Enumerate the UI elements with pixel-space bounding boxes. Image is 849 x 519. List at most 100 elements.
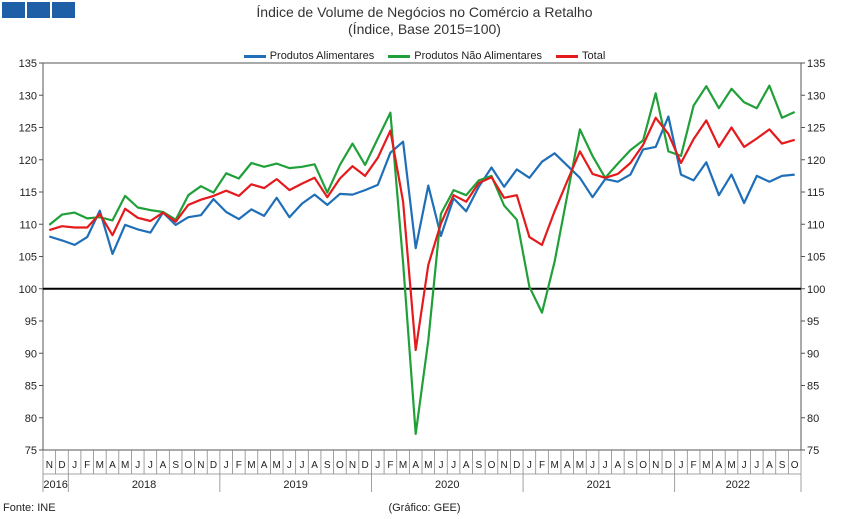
- x-month-label: A: [261, 460, 268, 471]
- x-month-label: F: [236, 460, 242, 471]
- y-tick-label-left: 125: [19, 123, 37, 135]
- x-year-label: 2016: [43, 479, 67, 491]
- x-month-label: J: [438, 460, 443, 471]
- x-month-label: M: [121, 460, 129, 471]
- y-tick-label-left: 120: [19, 155, 37, 167]
- x-month-label: M: [96, 460, 104, 471]
- x-month-label: D: [210, 460, 217, 471]
- x-month-label: O: [791, 460, 799, 471]
- x-month-label: J: [678, 460, 683, 471]
- x-month-label: A: [311, 460, 318, 471]
- x-month-label: J: [135, 460, 140, 471]
- legend-label: Total: [582, 50, 606, 62]
- y-tick-label-right: 100: [807, 284, 825, 296]
- x-month-label: S: [324, 460, 331, 471]
- x-month-label: N: [652, 460, 659, 471]
- x-month-label: M: [550, 460, 558, 471]
- legend-label: Produtos Não Alimentares: [414, 50, 543, 62]
- y-tick-label-left: 135: [19, 58, 37, 70]
- y-tick-label-left: 85: [25, 381, 37, 393]
- y-tick-label-right: 120: [807, 155, 825, 167]
- y-tick-label-right: 90: [807, 348, 819, 360]
- y-tick-label-left: 115: [19, 187, 37, 199]
- x-month-label: S: [627, 460, 634, 471]
- x-month-label: D: [665, 460, 672, 471]
- legend-item: Produtos Não Alimentares: [388, 50, 542, 62]
- x-month-label: F: [84, 460, 90, 471]
- series-line-0: [48, 115, 795, 255]
- x-month-label: A: [716, 460, 723, 471]
- logo-block-icon: [27, 2, 50, 18]
- x-month-label: M: [424, 460, 432, 471]
- y-tick-label-left: 100: [19, 284, 37, 296]
- legend-swatch: [556, 54, 579, 58]
- chart-legend: Produtos Alimentares Produtos Não Aliment…: [0, 50, 849, 62]
- y-tick-label-left: 90: [25, 348, 37, 360]
- series-line-2: [48, 116, 796, 352]
- chart-title: Índice de Volume de Negócios no Comércio…: [256, 4, 593, 20]
- x-month-label: A: [564, 460, 571, 471]
- series-line-1: [48, 84, 796, 435]
- y-tick-label-left: 105: [19, 252, 37, 264]
- x-year-label: 2019: [283, 479, 307, 491]
- x-month-label: N: [197, 460, 204, 471]
- chart-credit: (Gráfico: GEE): [388, 502, 461, 514]
- x-month-label: J: [451, 460, 456, 471]
- source-note: Fonte: INE: [3, 502, 56, 514]
- x-month-label: S: [172, 460, 179, 471]
- legend-label: Produtos Alimentares: [269, 50, 375, 62]
- legend-item: Total: [556, 50, 605, 62]
- y-tick-label-right: 95: [807, 316, 819, 328]
- x-month-label: M: [247, 460, 255, 471]
- x-month-label: J: [603, 460, 608, 471]
- legend-item: Produtos Alimentares: [243, 50, 375, 62]
- x-month-label: M: [576, 460, 584, 471]
- x-year-label: 2021: [587, 479, 611, 491]
- x-month-label: M: [702, 460, 710, 471]
- x-month-label: A: [463, 460, 470, 471]
- x-month-label: J: [527, 460, 532, 471]
- y-tick-label-right: 110: [807, 219, 825, 231]
- y-tick-label-right: 105: [807, 252, 825, 264]
- legend-swatch: [388, 54, 411, 58]
- y-tick-label-right: 80: [807, 413, 819, 425]
- chart-subtitle: (Índice, Base 2015=100): [348, 21, 501, 37]
- chart-title-block: Índice de Volume de Negócios no Comércio…: [0, 4, 849, 38]
- x-month-label: J: [742, 460, 747, 471]
- x-month-label: A: [109, 460, 116, 471]
- y-tick-label-right: 85: [807, 381, 819, 393]
- x-month-label: O: [488, 460, 496, 471]
- x-month-label: S: [779, 460, 786, 471]
- x-month-label: F: [539, 460, 545, 471]
- y-tick-label-right: 130: [807, 90, 825, 102]
- x-month-label: J: [224, 460, 229, 471]
- x-month-label: M: [727, 460, 735, 471]
- logo-block-icon: [52, 2, 75, 18]
- x-month-label: D: [362, 460, 369, 471]
- logo-block-icon: [2, 2, 25, 18]
- x-month-label: N: [349, 460, 356, 471]
- y-tick-label-left: 95: [25, 316, 37, 328]
- x-month-label: O: [639, 460, 647, 471]
- x-month-label: O: [184, 460, 192, 471]
- x-month-label: M: [273, 460, 281, 471]
- x-month-label: J: [287, 460, 292, 471]
- x-year-label: 2020: [435, 479, 459, 491]
- y-tick-label-right: 115: [807, 187, 825, 199]
- x-month-label: A: [160, 460, 167, 471]
- x-month-label: D: [513, 460, 520, 471]
- ine-logo: [2, 2, 75, 18]
- x-month-label: J: [299, 460, 304, 471]
- x-month-label: J: [148, 460, 153, 471]
- x-month-label: O: [336, 460, 344, 471]
- y-tick-label-left: 110: [19, 219, 37, 231]
- y-tick-label-left: 130: [19, 90, 37, 102]
- x-month-label: F: [387, 460, 393, 471]
- x-year-label: 2018: [132, 479, 156, 491]
- x-month-label: D: [58, 460, 65, 471]
- y-tick-label-left: 75: [25, 445, 37, 457]
- x-month-label: J: [375, 460, 380, 471]
- x-month-label: F: [691, 460, 697, 471]
- x-month-label: A: [614, 460, 621, 471]
